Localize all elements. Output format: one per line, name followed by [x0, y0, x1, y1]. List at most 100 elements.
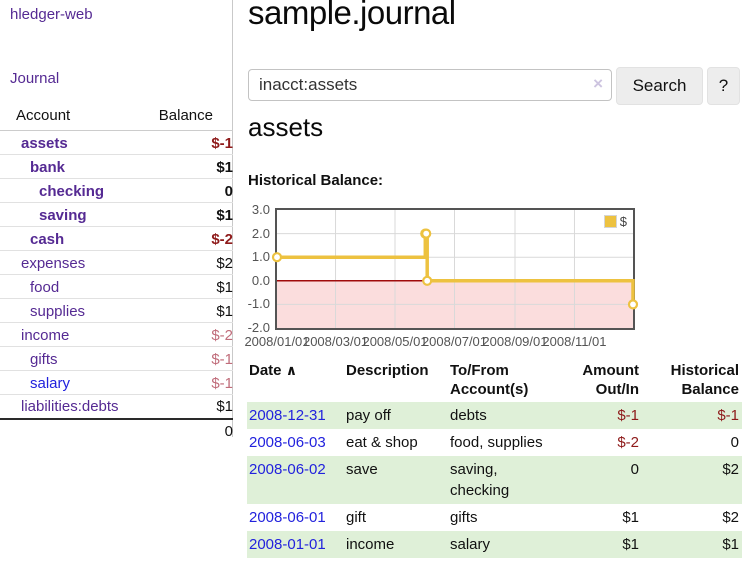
transaction-accounts: salary	[450, 536, 491, 553]
x-tick-label: 2008/01/01	[244, 334, 310, 349]
account-row: gifts $-1	[0, 347, 233, 371]
page-title: sample.journal	[248, 0, 456, 31]
sidebar-account-link-food[interactable]: food	[30, 278, 60, 296]
x-tick-label: 2008/07/01	[421, 334, 488, 349]
sidebar-account-link-expenses[interactable]: expenses	[21, 254, 86, 272]
transaction-accounts: debts	[450, 407, 487, 424]
register-table: Date ∧ Description To/From Account(s) Am…	[247, 360, 742, 558]
help-button[interactable]: ?	[707, 67, 740, 105]
account-balance: $1	[216, 398, 233, 416]
x-tick-label: 2008/05/01	[362, 334, 428, 349]
transaction-balance: $1	[722, 536, 739, 553]
sidebar-account-link-supplies[interactable]: supplies	[30, 302, 86, 320]
register-header-row: Date ∧ Description To/From Account(s) Am…	[247, 360, 742, 402]
account-heading: assets	[248, 112, 324, 142]
accounts-header-account: Account	[0, 101, 144, 131]
data-point-marker	[421, 228, 432, 239]
clear-search-icon[interactable]: ×	[593, 74, 603, 93]
register-header-description: Description	[346, 362, 429, 379]
transaction-date-link[interactable]: 2008-12-31	[249, 407, 326, 424]
sidebar-account-link-assets[interactable]: assets	[21, 134, 68, 152]
data-point-marker	[422, 275, 433, 286]
account-balance: $-1	[211, 374, 233, 392]
sidebar-account-link-salary[interactable]: salary	[30, 374, 71, 392]
account-balance: 0	[224, 182, 233, 200]
sidebar-account-link-saving[interactable]: saving	[39, 206, 87, 224]
register-row: 2008-12-31 pay off debts $-1 $-1	[247, 402, 742, 429]
register-row: 2008-01-01 income salary $1 $1	[247, 531, 742, 558]
account-balance: $2	[216, 254, 233, 272]
account-row: income $-2	[0, 323, 233, 347]
transaction-amount: $1	[622, 509, 639, 526]
transaction-balance: $2	[722, 461, 739, 478]
account-row: cash $-2	[0, 227, 233, 251]
transaction-date-link[interactable]: 2008-01-01	[249, 536, 326, 553]
account-balance: $1	[216, 278, 233, 296]
account-row: saving $1	[0, 203, 233, 227]
transaction-description: save	[346, 461, 378, 478]
register-header-accounts: To/From Account(s)	[450, 362, 529, 398]
chart-canvas	[271, 210, 639, 328]
transaction-accounts: gifts	[450, 509, 478, 526]
search-button[interactable]: Search	[616, 67, 703, 105]
transaction-amount: $1	[622, 536, 639, 553]
transaction-date-link[interactable]: 2008-06-02	[249, 461, 326, 478]
transaction-description: pay off	[346, 407, 391, 424]
account-row: supplies $1	[0, 299, 233, 323]
account-balance: $1	[216, 158, 233, 176]
transaction-balance: $2	[722, 509, 739, 526]
transaction-date-link[interactable]: 2008-06-03	[249, 434, 326, 451]
data-point-marker	[271, 252, 283, 263]
legend-swatch-icon	[603, 215, 617, 228]
accounts-total-value: 0	[224, 423, 233, 440]
sidebar-account-link-liabilities-debts[interactable]: liabilities:debts	[21, 398, 119, 416]
account-balance: $-2	[211, 326, 233, 344]
brand-link[interactable]: hledger-web	[10, 6, 93, 23]
chart-plot-area: $	[271, 208, 639, 330]
account-row: bank $1	[0, 155, 233, 179]
accounts-total-row: 0	[0, 419, 233, 443]
accounts-header-balance: Balance	[143, 101, 233, 131]
register-header-amount: Amount Out/In	[582, 362, 639, 398]
sidebar-account-link-cash[interactable]: cash	[30, 230, 65, 248]
y-tick-label: -1.0	[247, 296, 270, 312]
y-tick-label: 0.0	[251, 272, 270, 288]
account-row: liabilities:debts $1	[0, 395, 233, 419]
account-row: assets $-1	[0, 131, 233, 155]
sidebar-item-journal[interactable]: Journal	[10, 70, 60, 87]
sidebar: hledger-web Journal Account Balance asse…	[0, 0, 233, 440]
x-tick-label: 2008/11/01	[542, 334, 607, 349]
transaction-description: gift	[346, 509, 367, 526]
sidebar-account-link-checking[interactable]: checking	[39, 182, 105, 200]
account-balance: $1	[216, 302, 233, 320]
chart-legend: $	[601, 213, 629, 230]
transaction-date-link[interactable]: 2008-06-01	[249, 509, 326, 526]
y-tick-label: 1.0	[251, 249, 270, 265]
y-tick-label: -2.0	[247, 320, 270, 335]
data-point-marker	[627, 299, 639, 310]
legend-label: $	[619, 214, 627, 229]
transaction-description: income	[346, 536, 395, 553]
register-row: 2008-06-03 eat & shop food, supplies $-2 0	[247, 429, 742, 456]
account-balance: $-2	[211, 230, 233, 248]
historical-balance-chart: $ 3.0 2.0 1.0 0.0 -1.0 -2.0 2008/01/01 2008/03…	[240, 202, 670, 349]
sort-ascending-icon: ∧	[285, 362, 298, 378]
sidebar-account-link-income[interactable]: income	[21, 326, 70, 344]
sidebar-account-link-gifts[interactable]: gifts	[30, 350, 58, 368]
transaction-amount: $-2	[617, 434, 639, 451]
register-row: 2008-06-01 gift gifts $1 $2	[247, 504, 742, 531]
accounts-header-row: Account Balance	[0, 101, 233, 131]
y-tick-label: 3.0	[251, 202, 270, 217]
transaction-amount: 0	[630, 461, 639, 478]
main-content: sample.journal × Search ? assets Histori…	[233, 0, 742, 582]
search-input[interactable]	[248, 69, 612, 101]
search-box: ×	[248, 69, 612, 101]
transaction-accounts: saving, checking	[450, 461, 510, 499]
x-tick-label: 2008/09/01	[482, 334, 548, 349]
sidebar-account-link-bank[interactable]: bank	[30, 158, 66, 176]
register-header-date[interactable]: Date ∧	[249, 362, 298, 379]
register-header-balance: Historical Balance	[670, 362, 739, 398]
transaction-description: eat & shop	[346, 434, 418, 451]
transaction-balance: $-1	[717, 407, 739, 424]
account-row: food $1	[0, 275, 233, 299]
